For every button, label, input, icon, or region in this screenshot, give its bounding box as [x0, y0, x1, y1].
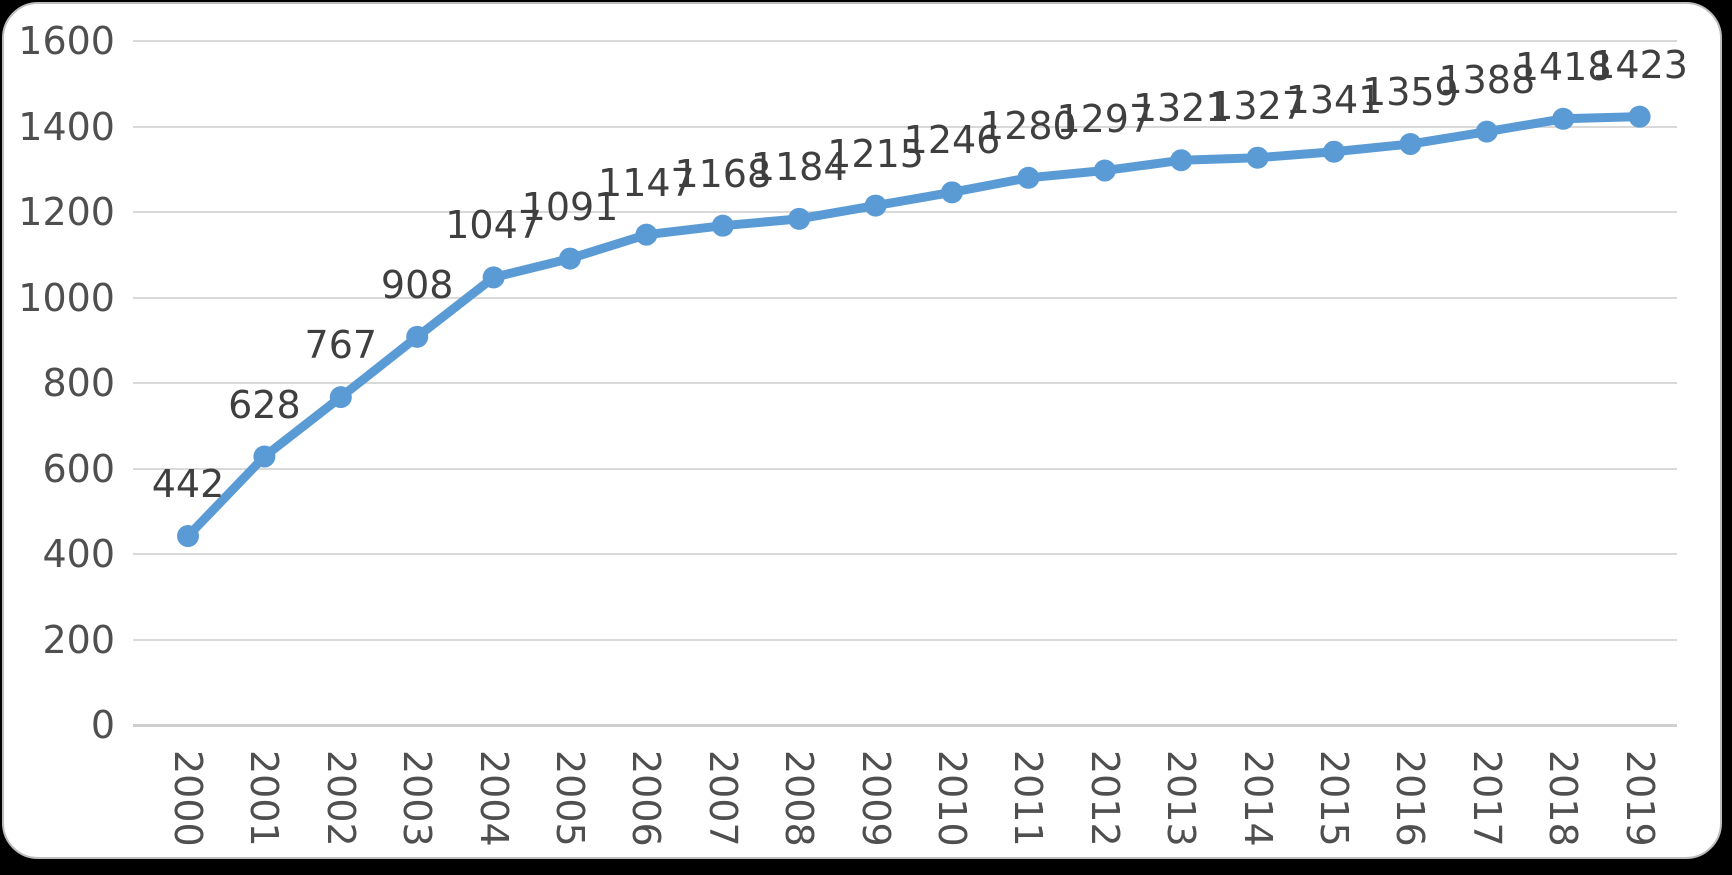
gridline [133, 468, 1677, 470]
data-label: 1280 [980, 103, 1077, 148]
data-label: 1321 [1132, 86, 1230, 131]
data-label: 442 [151, 462, 225, 507]
data-point-marker [1017, 166, 1040, 189]
data-label: 1147 [598, 160, 695, 205]
x-tick-label: 2012 [1082, 750, 1127, 847]
y-tick-label: 200 [42, 618, 115, 662]
x-tick-label: 2011 [1006, 750, 1051, 847]
data-point-marker [1552, 107, 1575, 130]
x-tick-label: 2016 [1388, 750, 1433, 847]
data-label: 1359 [1362, 70, 1459, 115]
data-label: 1246 [903, 118, 1001, 163]
data-label: 1215 [827, 131, 924, 176]
x-tick-label: 2006 [624, 750, 669, 847]
data-point-marker [1093, 159, 1116, 182]
gridline [133, 40, 1677, 42]
data-point-marker [329, 386, 352, 409]
x-tick-label: 2019 [1617, 750, 1662, 847]
y-tick-label: 1200 [18, 190, 115, 234]
data-label: 628 [228, 382, 301, 427]
data-point-marker [941, 181, 963, 204]
data-point-marker [1628, 105, 1651, 128]
y-tick-label: 1400 [18, 105, 115, 149]
x-tick-label: 2013 [1159, 750, 1204, 847]
data-label: 1327 [1209, 83, 1306, 128]
data-point-marker [406, 325, 429, 348]
x-tick-label: 2004 [471, 750, 516, 847]
y-tick-label: 1000 [18, 276, 115, 320]
x-tick-label: 2000 [166, 750, 210, 847]
data-point-marker [1170, 149, 1193, 172]
data-point-marker [635, 223, 658, 246]
x-tick-label: 2010 [930, 750, 974, 847]
data-point-marker [788, 207, 811, 230]
data-label: 908 [380, 262, 454, 307]
y-tick-label: 800 [42, 361, 115, 405]
y-tick-label: 400 [42, 532, 115, 576]
x-tick-label: 2005 [548, 750, 592, 847]
data-point-marker [1323, 140, 1345, 163]
x-tick-label: 2003 [395, 750, 440, 847]
data-point-marker [177, 525, 199, 548]
x-tick-label: 2018 [1541, 750, 1586, 847]
data-point-marker [1475, 120, 1498, 143]
chart-card [2, 2, 1722, 859]
data-label: 1388 [1438, 57, 1536, 102]
gridline [133, 126, 1677, 128]
data-point-marker [1399, 133, 1422, 156]
data-label: 767 [304, 323, 378, 368]
data-label: 1297 [1056, 96, 1154, 141]
x-tick-label: 2002 [318, 750, 363, 847]
y-tick-label: 1600 [18, 19, 115, 63]
gridline [133, 553, 1677, 555]
x-tick-label: 2014 [1235, 750, 1280, 847]
x-tick-label: 2017 [1464, 750, 1509, 847]
data-point-marker [253, 445, 276, 468]
data-label: 1168 [674, 151, 772, 196]
y-tick-label: 0 [90, 703, 115, 747]
data-point-marker [559, 247, 581, 270]
data-point-marker [864, 194, 887, 217]
data-label: 1423 [1591, 42, 1688, 87]
gridline [133, 211, 1677, 213]
gridline [133, 382, 1677, 384]
data-label: 1341 [1285, 77, 1383, 122]
data-label: 1091 [521, 184, 619, 229]
data-point-marker [711, 214, 734, 237]
series-line [184, 112, 1640, 540]
x-tick-label: 2007 [700, 750, 745, 847]
data-label: 1418 [1514, 44, 1612, 89]
y-tick-label: 600 [42, 447, 115, 491]
x-tick-label: 2009 [853, 750, 898, 847]
x-axis-line [133, 724, 1677, 727]
data-point-marker [482, 266, 505, 289]
gridline [133, 639, 1677, 641]
gridline [133, 297, 1677, 299]
x-tick-label: 2015 [1312, 750, 1356, 847]
data-label: 1184 [750, 144, 848, 189]
x-tick-label: 2001 [242, 750, 287, 847]
data-label: 1047 [445, 203, 542, 248]
data-point-marker [1246, 146, 1269, 169]
x-tick-label: 2008 [777, 750, 822, 847]
